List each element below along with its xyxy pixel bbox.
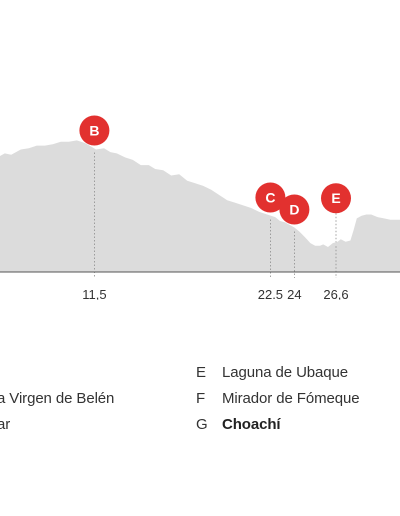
marker-letter: C: [265, 190, 275, 206]
legend-text: ar: [0, 416, 11, 433]
elevation-area: [0, 140, 400, 272]
marker-e: E: [321, 183, 351, 214]
legend-item: a Virgen de Belén: [0, 390, 114, 407]
marker-c: C: [255, 182, 286, 213]
legend-text: a Virgen de Belén: [0, 390, 115, 407]
legend-text: Mirador de Fómeque: [222, 390, 360, 407]
marker-letter: B: [89, 123, 99, 139]
legend-letter: F: [196, 390, 206, 407]
x-tick-label: 24: [287, 287, 301, 300]
legend-item: E Laguna de Ubaque: [196, 364, 348, 381]
legend-text: Laguna de Ubaque: [222, 364, 349, 381]
marker-letter: E: [331, 190, 340, 206]
legend-letter: G: [196, 416, 208, 433]
marker-d: D: [279, 194, 310, 225]
marker-circle: [279, 194, 310, 225]
elevation-profile-chart: 11,5 22.5 24 26,6 B CD E: [0, 115, 400, 300]
legend-letter: E: [196, 364, 206, 381]
legend-item: G Choachí: [196, 416, 281, 433]
marker-circle: [255, 182, 286, 213]
legend-text: Choachí: [222, 416, 281, 433]
legend-item: ar: [0, 416, 10, 433]
marker-circle: [79, 115, 110, 146]
x-tick-label: 22.5: [258, 287, 283, 300]
x-tick-label: 26,6: [323, 287, 348, 300]
legend-item: F Mirador de Fómeque: [196, 390, 360, 407]
marker-b: B: [79, 115, 110, 146]
marker-circle: [321, 183, 351, 214]
marker-letter: D: [289, 202, 299, 218]
x-tick-label: 11,5: [82, 287, 106, 300]
